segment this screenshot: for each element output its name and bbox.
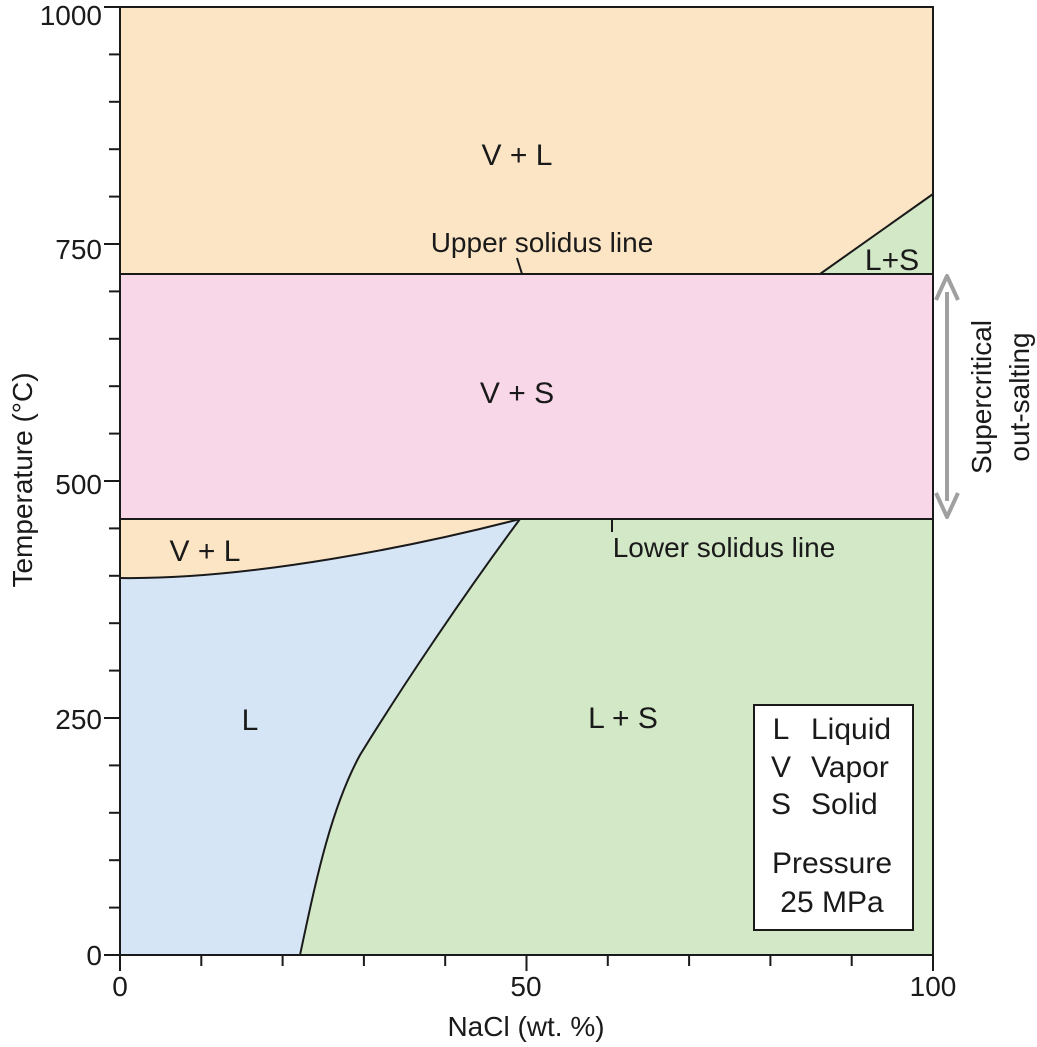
vapor-liquid-region-lower (120, 519, 520, 579)
x-axis-title: NaCl (wt. %) (447, 1011, 604, 1042)
liquid-region (120, 519, 520, 955)
y-tick-label-250: 250 (55, 704, 102, 735)
y-axis-title: Temperature (°C) (7, 372, 38, 587)
supercritical-out-salting-arrow (934, 274, 960, 519)
legend: L Liquid V Vapor S Solid Pressure 25 MPa (753, 704, 914, 931)
legend-pressure-value: 25 MPa (780, 886, 884, 919)
region-label-vs: V + S (480, 377, 554, 410)
y-tick-label-0: 0 (86, 940, 102, 971)
y-axis-tick-labels: 1000 750 500 250 0 (40, 0, 102, 971)
liquidus-curve (299, 518, 521, 956)
upper-solidus-label: Upper solidus line (431, 227, 654, 258)
legend-name-liquid: Liquid (811, 713, 891, 746)
y-tick-label-1000: 1000 (40, 0, 102, 31)
side-label-out-salting: out-salting (1004, 332, 1035, 461)
x-tick-label-100: 100 (910, 971, 957, 1002)
legend-name-vapor: Vapor (811, 751, 889, 784)
lower-solidus-label: Lower solidus line (613, 532, 836, 563)
legend-box (753, 704, 914, 931)
upper-solidus-leader (516, 257, 523, 275)
region-label-ls-lower: L + S (588, 702, 658, 735)
upper-liquidus-line (819, 193, 934, 275)
x-axis-tick-labels: 0 50 100 (112, 971, 956, 1002)
x-tick-label-50: 50 (510, 971, 541, 1002)
y-axis-ticks (104, 6, 120, 956)
region-label-l: L (242, 704, 259, 737)
vapor-liquid-region-upper (120, 7, 933, 274)
region-label-vl-upper: V + L (482, 139, 553, 172)
x-tick-label-0: 0 (112, 971, 128, 1002)
legend-symbol-vapor: V (771, 751, 791, 784)
side-label-supercritical: Supercritical (966, 320, 997, 474)
legend-name-solid: Solid (811, 788, 878, 821)
vapor-solid-region (120, 274, 933, 519)
legend-symbol-solid: S (771, 788, 791, 821)
y-tick-label-750: 750 (55, 234, 102, 265)
region-label-vl-lower: V + L (170, 535, 241, 568)
liquid-vapor-boundary (119, 518, 521, 580)
region-label-ls-upper: L+S (865, 244, 919, 277)
y-tick-label-500: 500 (55, 469, 102, 500)
legend-pressure-label: Pressure (772, 847, 892, 880)
legend-symbol-liquid: L (773, 713, 790, 746)
x-axis-ticks (119, 955, 934, 971)
